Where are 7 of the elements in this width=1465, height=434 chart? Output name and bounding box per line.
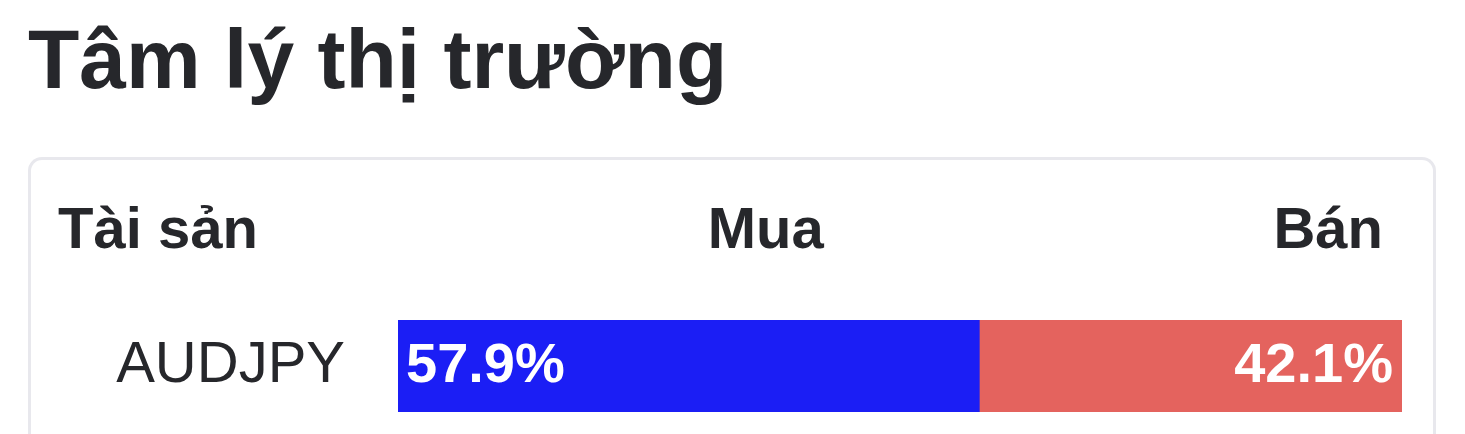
- y-axis-title: Tài sản: [58, 195, 258, 260]
- y-tick-label: AUDJPY: [116, 329, 345, 394]
- series-label: Bán: [1273, 195, 1383, 260]
- series-label: Mua: [707, 195, 824, 260]
- data-label: 42.1%: [1234, 331, 1393, 395]
- chart-title: Tâm lý thị trường: [28, 12, 728, 106]
- data-label: 57.9%: [406, 331, 565, 395]
